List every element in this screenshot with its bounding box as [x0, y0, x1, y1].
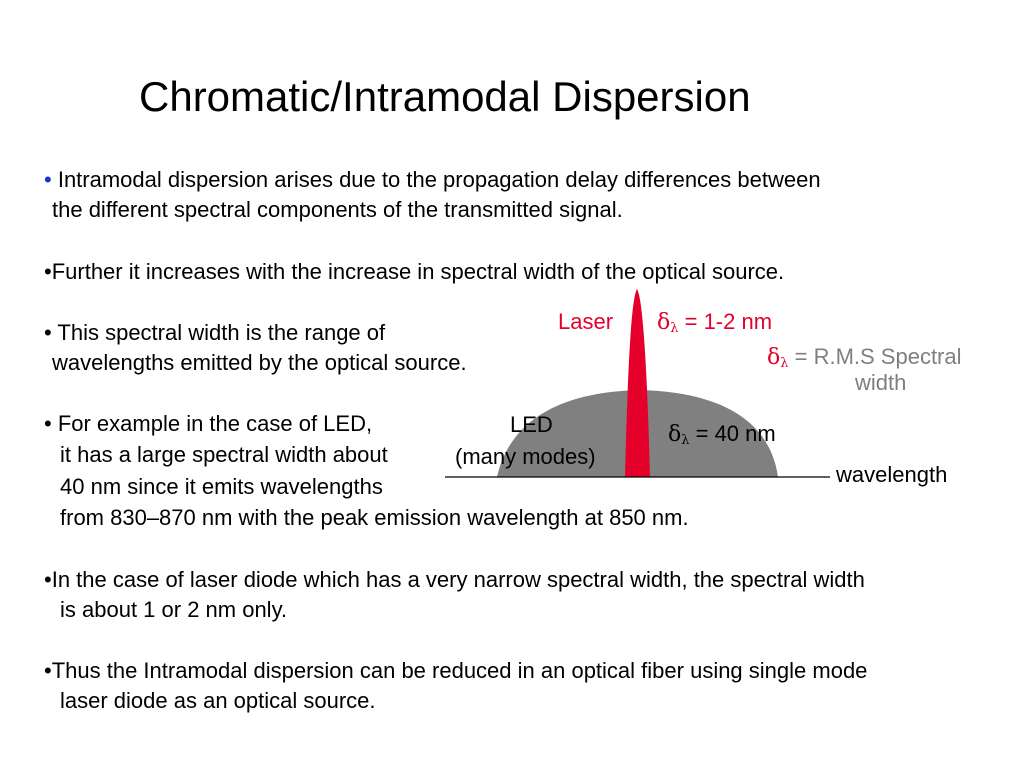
slide-title: Chromatic/Intramodal Dispersion — [139, 73, 751, 120]
laser-label: Laser — [558, 309, 614, 334]
led-modes-label: (many modes) — [455, 444, 596, 469]
led-width-value: = 40 nm — [689, 421, 776, 446]
rms-annotation: δλ = R.M.S Spectral — [767, 344, 962, 377]
paragraph-2-line-1: •Further it increases with the increase … — [44, 259, 785, 284]
paragraph-1-line-2: the different spectral components of the… — [52, 197, 623, 222]
wavelength-axis-label: wavelength — [836, 462, 948, 487]
delta-symbol: δ — [767, 345, 781, 370]
rms-annotation-line-2: width — [855, 370, 907, 395]
paragraph-4-line-3: 40 nm since it emits wavelengths — [60, 474, 383, 499]
laser-width-value: = 1-2 nm — [678, 309, 773, 334]
rms-value: = R.M.S Spectral — [788, 344, 962, 369]
paragraph-5-line-2: is about 1 or 2 nm only. — [60, 597, 288, 622]
laser-width-annotation: δλ = 1-2 nm — [657, 309, 772, 342]
paragraph-4-line-1: • For example in the case of LED, — [44, 411, 373, 436]
lambda-subscript: λ — [670, 321, 679, 336]
led-label: LED — [510, 412, 553, 437]
paragraph-4-line-4: from 830–870 nm with the peak emission w… — [60, 505, 689, 530]
paragraph-3-line-2: wavelengths emitted by the optical sourc… — [52, 350, 467, 375]
paragraph-6-line-2: laser diode as an optical source. — [60, 688, 376, 713]
paragraph-5-line-1: •In the case of laser diode which has a … — [44, 567, 865, 592]
laser-spectrum-shape — [625, 289, 650, 477]
delta-symbol: δ — [668, 422, 682, 447]
paragraph-6-line-1: •Thus the Intramodal dispersion can be r… — [44, 658, 868, 683]
paragraph-3-line-1: • This spectral width is the range of — [44, 320, 386, 345]
led-width-annotation: δλ = 40 nm — [668, 421, 776, 454]
paragraph-1-text: Intramodal dispersion arises due to the … — [57, 167, 821, 192]
lambda-subscript: λ — [780, 356, 789, 371]
paragraph-4-line-2: it has a large spectral width about — [60, 442, 388, 467]
paragraph-1-line-1: • Intramodal dispersion arises due to th… — [44, 167, 821, 193]
delta-symbol: δ — [657, 310, 671, 335]
lambda-subscript: λ — [681, 433, 690, 448]
bullet-marker: • — [44, 167, 52, 192]
